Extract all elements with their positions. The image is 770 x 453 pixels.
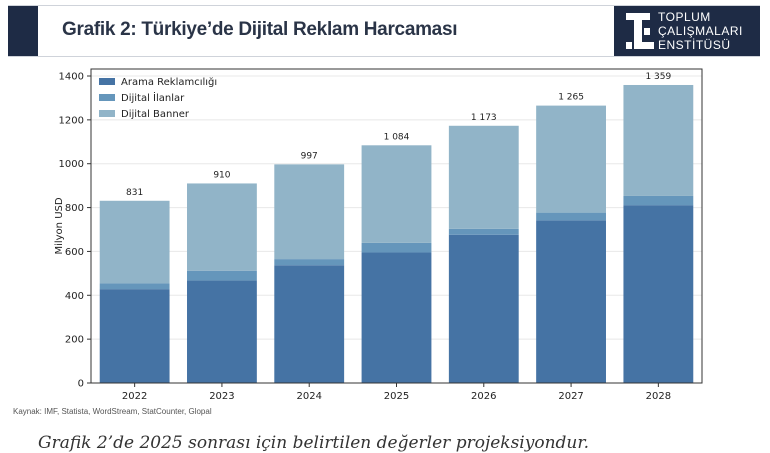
bar-segment [274,164,345,260]
logo-line: ENSTİTÜSÜ [658,38,731,52]
logo-line: ÇALIŞMALARI [658,24,743,38]
source-note: Kaynak: IMF, Statista, WordStream, StatC… [13,407,212,416]
bar-segment [274,265,345,383]
x-tick-label: 2024 [296,391,321,400]
y-tick-label: 0 [78,379,84,390]
bar-segment [361,252,432,383]
total-label: 910 [213,170,230,180]
total-label: 831 [126,188,143,198]
y-tick-label: 200 [65,335,84,346]
bar-segment [187,270,257,281]
bar-segment [448,125,519,229]
bar-segment [623,195,694,206]
bar-segment [361,242,432,253]
bar-segment [448,234,519,383]
legend-swatch [99,94,115,101]
bar-segment [361,145,432,243]
bar-segment [99,283,170,290]
total-label: 1 265 [558,93,584,103]
x-tick-label: 2022 [122,391,147,400]
bar-segment [274,259,345,266]
legend-label: Dijital Banner [121,109,190,120]
total-label: 1 084 [384,132,410,142]
y-axis-label: Milyon USD [54,197,65,254]
caption: Grafik 2’de 2025 sonrası için belirtilen… [38,433,590,453]
plot-frame [90,68,703,384]
bar-segment [99,289,170,383]
bar-segment [623,205,694,383]
total-label: 1 359 [645,72,671,82]
bar-segment [187,183,257,271]
bar-segment [536,220,606,383]
stacked-bar-chart: 0 200 400 600 800 1000 1200 1400 Milyon USD 831 20… [54,68,703,400]
header-band: Grafik 2: Türkiye’de Dijital Reklam Harc… [8,5,760,57]
total-label: 1 173 [471,113,497,123]
x-tick-label: 2026 [471,391,496,400]
x-tick-label: 2023 [209,391,234,400]
bar-segment [448,228,519,235]
chart-heading: Grafik 2: Türkiye’de Dijital Reklam Harc… [62,19,458,40]
legend-label: Dijital İlanlar [121,91,185,104]
bar-segment [623,84,694,196]
y-tick-label: 1000 [59,159,84,170]
legend-label: Arama Reklamcılığı [121,76,217,88]
y-tick-label: 1400 [59,72,84,83]
logo-mark-icon [626,13,654,49]
x-tick-label: 2028 [646,391,671,400]
logo-line: TOPLUM [658,10,711,24]
bar-segment [99,200,170,284]
legend-swatch [99,78,115,85]
x-tick-label: 2027 [558,391,583,400]
y-tick-label: 400 [65,291,84,302]
bar-segment [536,212,606,221]
logo-text: TOPLUM ÇALIŞMALARI ENSTİTÜSÜ [658,10,743,52]
bar-segment [536,105,606,213]
bar-segment [187,280,257,383]
y-tick-label: 800 [65,203,84,214]
institute-logo: TOPLUM ÇALIŞMALARI ENSTİTÜSÜ [614,6,760,56]
header-stripe [8,6,38,56]
y-tick-label: 600 [65,247,84,258]
x-tick-label: 2025 [384,391,409,400]
legend-swatch [99,110,115,117]
total-label: 997 [301,151,318,161]
y-tick-label: 1200 [59,115,84,126]
